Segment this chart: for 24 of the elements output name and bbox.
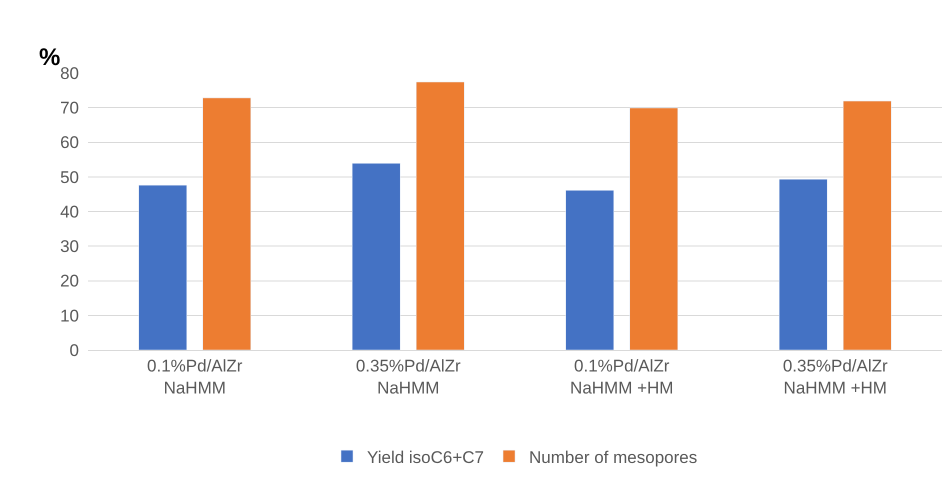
bar (843, 100, 892, 350)
y-tick-label: 60 (60, 133, 79, 152)
x-tick-label: 0.35%Pd/AlZr NaHMM (356, 356, 462, 398)
bar (202, 98, 252, 350)
y-tick-label: 10 (60, 306, 79, 326)
bar (630, 108, 678, 350)
y-axis-title: % (39, 44, 60, 71)
y-tick-label: 50 (60, 168, 79, 187)
bar (416, 82, 465, 350)
bar (565, 190, 614, 350)
bar (138, 184, 187, 350)
legend-label: Number of mesopores (529, 448, 698, 467)
bar (352, 163, 400, 350)
y-tick-label: 0 (70, 340, 79, 360)
y-tick-label: 80 (60, 64, 79, 83)
x-tick-label: 0.35%Pd/AlZr NaHMM +HM (782, 356, 888, 398)
y-tick-label: 70 (60, 98, 79, 118)
y-tick-label: 40 (60, 202, 79, 222)
legend-label: Yield isoC6+C7 (367, 448, 484, 467)
y-tick-label: 20 (60, 272, 79, 291)
x-tick-label: 0.1%Pd/AlZr NaHMM (147, 356, 243, 398)
x-tick-label: 0.1%Pd/AlZr NaHMM +HM (570, 356, 674, 398)
y-tick-label: 30 (60, 237, 79, 256)
bar (778, 179, 828, 350)
